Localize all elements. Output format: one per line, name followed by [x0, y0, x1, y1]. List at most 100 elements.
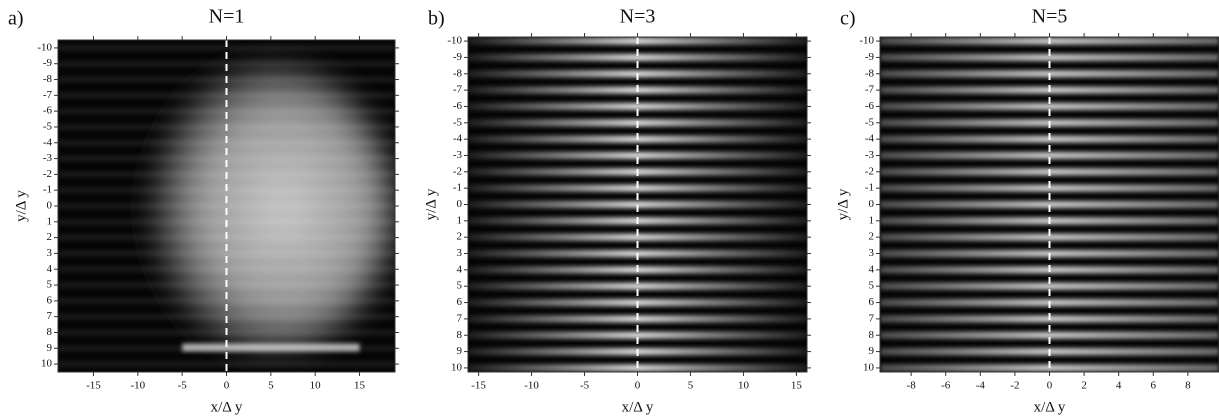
intensity-stripe	[58, 155, 395, 162]
y-tick-label: 6	[47, 294, 53, 306]
y-tick-label: 8	[869, 329, 875, 341]
y-tick-label: 9	[457, 345, 463, 357]
intensity-stripe	[468, 151, 807, 160]
intensity-image	[58, 40, 395, 372]
intensity-stripe	[58, 297, 395, 305]
y-tick-label: -4	[865, 133, 875, 145]
y-tick-label: -9	[865, 51, 875, 63]
y-tick-label: -2	[43, 168, 52, 180]
intensity-stripe	[880, 282, 1219, 290]
y-tick-label: -6	[453, 100, 463, 112]
panel-label: b)	[428, 8, 445, 30]
y-axis-label: y/Δ y	[835, 188, 851, 220]
y-tick-label: 1	[869, 214, 875, 226]
intensity-stripe	[58, 60, 395, 67]
x-tick-label: 4	[1116, 380, 1122, 392]
y-tick-label: -3	[865, 149, 875, 161]
x-tick-label: 0	[635, 380, 641, 392]
y-tick-label: -2	[453, 165, 462, 177]
y-tick-label: 5	[457, 280, 463, 292]
x-tick-label: 0	[1047, 380, 1053, 392]
y-tick-label: 4	[457, 263, 463, 275]
x-tick-label: -10	[130, 380, 145, 392]
y-tick-label: -6	[43, 105, 53, 117]
intensity-stripe	[468, 200, 807, 209]
x-tick-label: 15	[791, 380, 803, 392]
y-tick-label: 0	[47, 200, 53, 212]
chart-title: N=1	[209, 6, 245, 28]
y-tick-label: -5	[865, 116, 875, 128]
chart-title: N=3	[620, 6, 656, 28]
x-tick-label: -2	[1010, 380, 1019, 392]
x-tick-label: -6	[941, 380, 951, 392]
x-tick-label: 2	[1081, 380, 1087, 392]
intensity-stripe	[468, 53, 807, 62]
x-tick-label: -8	[907, 380, 917, 392]
y-tick-label: 3	[47, 247, 53, 259]
y-tick-label: 8	[47, 326, 53, 338]
y-tick-label: 3	[457, 247, 463, 259]
chart-title: N=5	[1032, 6, 1068, 28]
y-tick-label: 1	[47, 215, 53, 227]
intensity-stripe	[880, 151, 1219, 160]
y-tick-label: 3	[869, 247, 875, 259]
y-tick-label: -3	[43, 152, 53, 164]
y-tick-label: 9	[869, 345, 875, 357]
y-axis-label: y/Δ y	[13, 190, 29, 222]
y-tick-label: -10	[37, 41, 52, 53]
y-tick-label: -3	[453, 149, 463, 161]
x-tick-label: 15	[354, 380, 366, 392]
intensity-stripe	[468, 233, 807, 241]
y-tick-label: -8	[865, 67, 875, 79]
intensity-stripe	[880, 200, 1219, 209]
y-tick-label: 10	[451, 361, 463, 373]
y-tick-label: -1	[43, 184, 52, 196]
intensity-stripe	[880, 102, 1219, 111]
intensity-stripe	[468, 102, 807, 111]
y-tick-label: -1	[453, 182, 462, 194]
x-tick-label: 10	[310, 380, 322, 392]
y-tick-label: 4	[47, 263, 53, 275]
x-tick-label: 6	[1151, 380, 1157, 392]
intensity-stripe	[468, 331, 807, 339]
x-tick-label: -4	[976, 380, 986, 392]
y-tick-label: -6	[865, 100, 875, 112]
y-tick-label: 2	[47, 231, 53, 243]
y-tick-label: 2	[869, 231, 875, 243]
y-tick-label: -8	[43, 73, 53, 85]
y-axis-label: y/Δ y	[423, 188, 439, 220]
x-tick-label: 10	[738, 380, 750, 392]
y-tick-label: 6	[869, 296, 875, 308]
y-tick-label: -7	[43, 89, 53, 101]
x-tick-label: -5	[178, 380, 188, 392]
intensity-stripe	[880, 53, 1219, 62]
y-tick-label: -8	[453, 67, 463, 79]
y-tick-label: 0	[457, 198, 463, 210]
intensity-stripe	[58, 250, 395, 257]
intensity-stripe	[58, 202, 395, 210]
y-tick-label: 7	[869, 312, 875, 324]
intensity-stripe	[880, 233, 1219, 241]
y-tick-label: 6	[457, 296, 463, 308]
intensity-stripe	[58, 107, 395, 115]
y-tick-label: 7	[47, 310, 53, 322]
intensity-stripe	[58, 92, 395, 99]
y-tick-label: 9	[47, 342, 53, 354]
intensity-edge	[182, 343, 360, 352]
x-axis-label: x/Δ y	[622, 399, 654, 415]
x-tick-label: 0	[224, 380, 230, 392]
y-tick-label: 2	[457, 231, 463, 243]
y-tick-label: -7	[453, 84, 463, 96]
intensity-stripe	[880, 331, 1219, 339]
x-tick-label: -15	[471, 380, 486, 392]
x-tick-label: -15	[86, 380, 101, 392]
x-tick-label: -5	[580, 380, 590, 392]
y-tick-label: 5	[47, 279, 53, 291]
panel-label: a)	[8, 8, 24, 30]
y-tick-label: -4	[43, 136, 53, 148]
y-tick-label: -4	[453, 133, 463, 145]
x-tick-label: 8	[1185, 380, 1191, 392]
y-tick-label: -1	[865, 182, 874, 194]
y-tick-label: -2	[865, 165, 874, 177]
